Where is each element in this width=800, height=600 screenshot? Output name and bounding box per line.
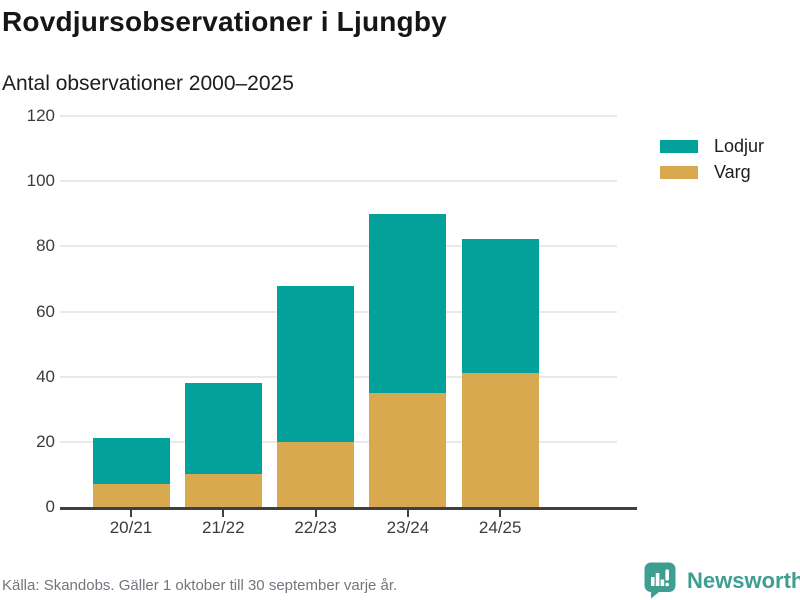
legend-label: Lodjur bbox=[714, 136, 765, 156]
y-axis-tick-label: 120 bbox=[26, 106, 55, 125]
y-axis-tick-label: 0 bbox=[45, 497, 55, 516]
x-axis-tick bbox=[222, 510, 225, 517]
bar-segment-varg bbox=[185, 474, 262, 507]
chart-title: Rovdjursobservationer i Ljungby bbox=[2, 6, 447, 37]
legend-item-lodjur: Lodjur bbox=[660, 137, 764, 155]
y-axis-tick-label: 100 bbox=[26, 171, 55, 191]
legend-label: Varg bbox=[714, 162, 751, 182]
y-axis-tick-label: 40 bbox=[36, 366, 55, 386]
brand-lockup: Newsworthy bbox=[644, 562, 800, 599]
x-axis-tick bbox=[406, 510, 409, 517]
gridline bbox=[60, 180, 617, 183]
bar-segment-varg bbox=[93, 484, 170, 507]
x-axis-line bbox=[60, 507, 637, 510]
x-axis-tick-label: 21/22 bbox=[202, 518, 245, 537]
y-axis-tick-label: 20 bbox=[36, 431, 55, 451]
bar-segment-lodjur bbox=[277, 286, 354, 442]
y-axis-tick-label: 80 bbox=[36, 236, 55, 256]
bar-segment-varg bbox=[462, 373, 539, 507]
x-axis-tick bbox=[130, 510, 132, 517]
legend-item-varg: Varg bbox=[660, 163, 764, 181]
bar-segment-varg bbox=[369, 393, 446, 507]
gridline bbox=[60, 115, 617, 117]
x-axis-tick-label: 23/24 bbox=[386, 518, 430, 537]
bar-segment-lodjur bbox=[369, 214, 446, 393]
x-axis-tick-label: 24/25 bbox=[478, 518, 522, 537]
bar-segment-varg bbox=[277, 442, 354, 507]
newsworthy-logo-icon bbox=[644, 562, 676, 599]
x-axis-tick-label: 22/23 bbox=[294, 518, 337, 537]
bar-segment-lodjur bbox=[462, 239, 539, 373]
source-note: Källa: Skandobs. Gäller 1 oktober till 3… bbox=[2, 577, 398, 594]
bar-segment-lodjur bbox=[185, 383, 262, 474]
legend-swatch bbox=[660, 165, 698, 179]
x-axis-tick bbox=[499, 510, 502, 517]
bar-segment-lodjur bbox=[93, 438, 170, 484]
legend: Lodjur Varg bbox=[660, 137, 764, 181]
gridline bbox=[60, 245, 617, 248]
x-axis-tick-label: 20/21 bbox=[109, 518, 153, 537]
chart-subtitle: Antal observationer 2000–2025 bbox=[2, 72, 294, 95]
y-axis-tick-label: 60 bbox=[36, 301, 55, 321]
brand-name: Newsworthy bbox=[687, 567, 800, 593]
x-axis-tick bbox=[314, 510, 317, 517]
legend-swatch bbox=[660, 139, 698, 153]
